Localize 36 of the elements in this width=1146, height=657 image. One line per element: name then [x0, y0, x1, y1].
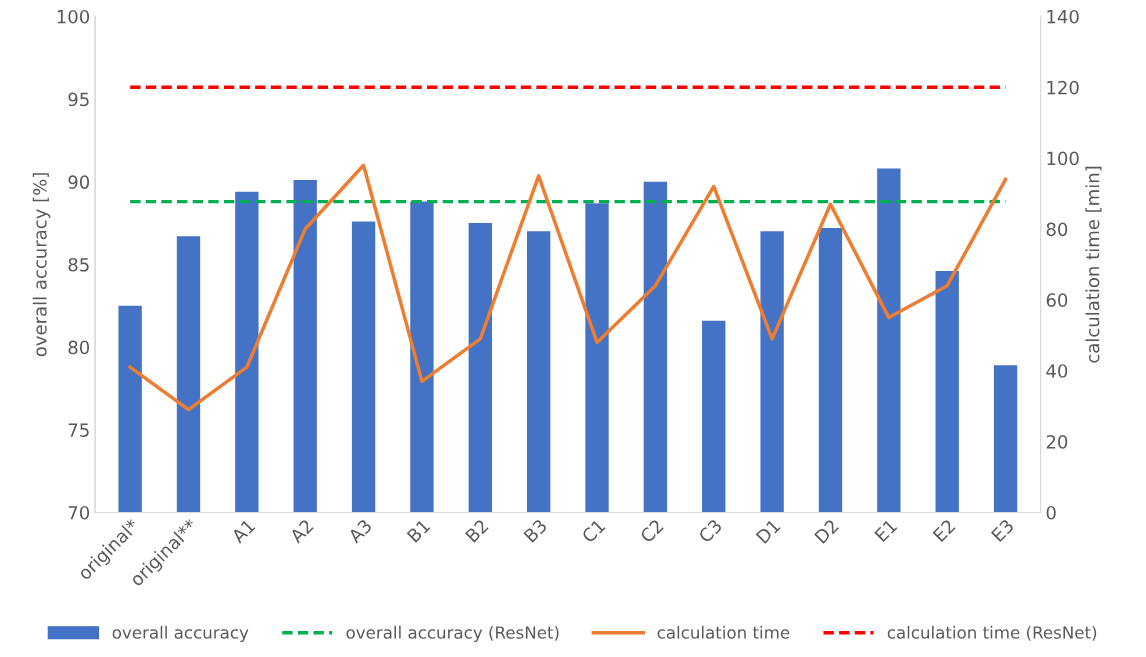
y-tick-label: 85	[68, 257, 89, 272]
y2-tick-label: 80	[1046, 222, 1068, 237]
x-tick-label: E1	[874, 518, 898, 542]
y2-tick-label: 60	[1046, 293, 1068, 307]
y-axis-title: overall accuracy [%]	[32, 173, 51, 357]
legend-label: calculation time	[657, 625, 790, 639]
y-tick-label: 70	[68, 505, 90, 520]
y2-tick-label: 40	[1046, 364, 1068, 378]
x-tick-label: B1	[406, 518, 431, 543]
legend-label: overall accuracy (ResNet)	[346, 625, 559, 642]
x-tick-label: B2	[464, 518, 489, 543]
y-tick-label: 80	[68, 340, 90, 355]
x-tick-label: D2	[813, 518, 839, 544]
x-tick-label: A2	[288, 518, 314, 544]
y2-tick-label: 20	[1046, 435, 1068, 449]
x-tick-label: C3	[697, 518, 723, 544]
y-tick-label: 75	[68, 423, 89, 437]
x-tick-label: B3	[523, 518, 548, 543]
y2-tick-label: 0	[1046, 505, 1056, 520]
y-tick-label: 90	[68, 175, 90, 189]
y2-axis-title: calculation time [min]	[1085, 166, 1102, 363]
y2-tick-label: 120	[1047, 80, 1079, 95]
x-tick-label: A3	[347, 518, 373, 544]
x-tick-label: E2	[932, 518, 956, 542]
y-tick-label: 100	[57, 9, 90, 24]
x-tick-label: D1	[755, 518, 781, 544]
y2-tick-label: 100	[1047, 151, 1079, 166]
x-tick-label: C2	[639, 518, 664, 544]
x-tick-label: E3	[990, 518, 1015, 543]
legend-label: overall accuracy	[112, 625, 249, 642]
legend-label: calculation time (ResNet)	[887, 625, 1097, 641]
y-tick-label: 95	[68, 92, 89, 107]
y2-tick-label: 140	[1047, 9, 1079, 24]
x-tick-label: C1	[580, 518, 606, 544]
line-series	[128, 163, 1008, 412]
x-tick-label: A1	[230, 518, 256, 544]
